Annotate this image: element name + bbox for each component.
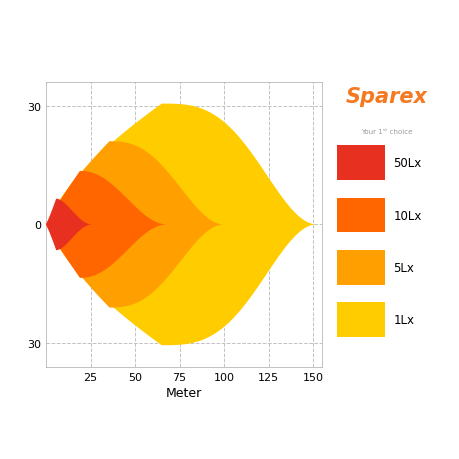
Text: Your 1ˢᵗ choice: Your 1ˢᵗ choice [361,129,412,135]
Polygon shape [50,104,316,346]
Bar [336,198,384,233]
Text: 10Lx: 10Lx [392,209,421,222]
Bar [336,251,384,285]
X-axis label: Meter: Meter [166,386,202,399]
Polygon shape [46,172,167,278]
Polygon shape [48,142,224,308]
Bar [336,146,384,181]
Bar [336,303,384,338]
Polygon shape [46,199,92,251]
Text: 5Lx: 5Lx [392,261,413,274]
Text: 50Lx: 50Lx [392,157,420,170]
Text: 1Lx: 1Lx [392,313,414,327]
Text: Sparex: Sparex [345,87,427,107]
